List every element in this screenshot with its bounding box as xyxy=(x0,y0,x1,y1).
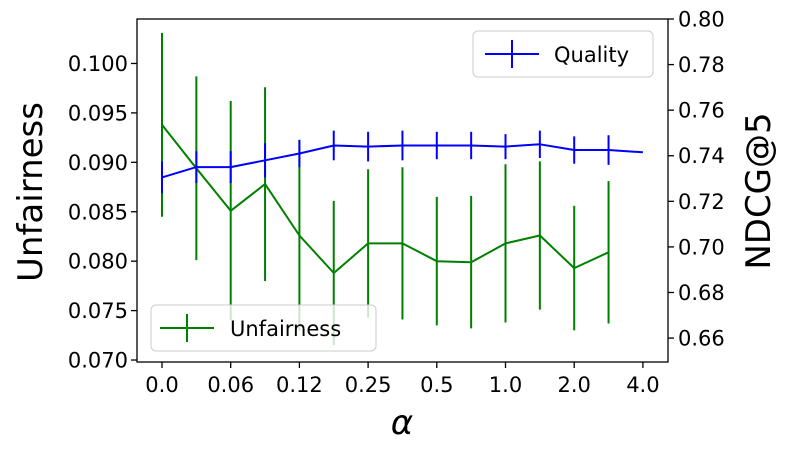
x-tick-label: 0.0 xyxy=(145,373,178,397)
x-tick-label: 4.0 xyxy=(626,373,659,397)
left-y-tick-label: 0.095 xyxy=(68,101,128,125)
right-y-tick-label: 0.74 xyxy=(678,144,725,168)
left-y-axis: 0.070 0.075 0.080 0.085 0.090 0.095 0.100 xyxy=(68,52,137,373)
legend-quality-label: Quality xyxy=(554,43,629,67)
x-tick-label: 0.06 xyxy=(207,373,254,397)
right-y-tick-label: 0.78 xyxy=(678,53,725,77)
x-tick-label: 1.0 xyxy=(489,373,522,397)
unfairness-series-line xyxy=(161,124,609,274)
legend-quality: Quality xyxy=(472,30,654,78)
right-y-tick-label: 0.80 xyxy=(678,8,725,32)
right-y-tick-label: 0.70 xyxy=(678,235,725,259)
legend-unfairness-label: Unfairness xyxy=(230,317,341,341)
x-tick-label: 0.12 xyxy=(276,373,323,397)
plot-series xyxy=(161,32,643,346)
x-axis: 0.0 0.06 0.12 0.25 0.5 1.0 2.0 4.0 xyxy=(145,362,660,397)
x-tick-label: 2.0 xyxy=(557,373,590,397)
left-y-tick-label: 0.100 xyxy=(68,52,128,76)
right-y-axis-label: NDCG@5 xyxy=(739,112,779,269)
left-y-tick-label: 0.070 xyxy=(68,349,128,373)
left-y-tick-label: 0.085 xyxy=(68,200,128,224)
left-y-tick-label: 0.090 xyxy=(68,151,128,175)
legend-unfairness: Unfairness xyxy=(150,304,377,352)
legend-quality-box xyxy=(472,30,654,78)
legend-unfairness-box xyxy=(150,304,377,352)
right-y-tick-label: 0.72 xyxy=(678,190,725,214)
right-y-tick-label: 0.68 xyxy=(678,281,725,305)
x-axis-label: α xyxy=(391,403,413,443)
right-y-axis: 0.66 0.68 0.70 0.72 0.74 0.76 0.78 0.80 xyxy=(668,8,725,351)
right-y-tick-label: 0.66 xyxy=(678,327,725,351)
left-y-tick-label: 0.080 xyxy=(68,250,128,274)
plot-frame xyxy=(136,18,669,363)
x-tick-label: 0.25 xyxy=(345,373,392,397)
x-tick-label: 0.5 xyxy=(420,373,453,397)
left-y-axis-label: Unfairness xyxy=(11,102,51,282)
left-y-tick-label: 0.075 xyxy=(68,299,128,323)
right-y-tick-label: 0.76 xyxy=(678,99,725,123)
